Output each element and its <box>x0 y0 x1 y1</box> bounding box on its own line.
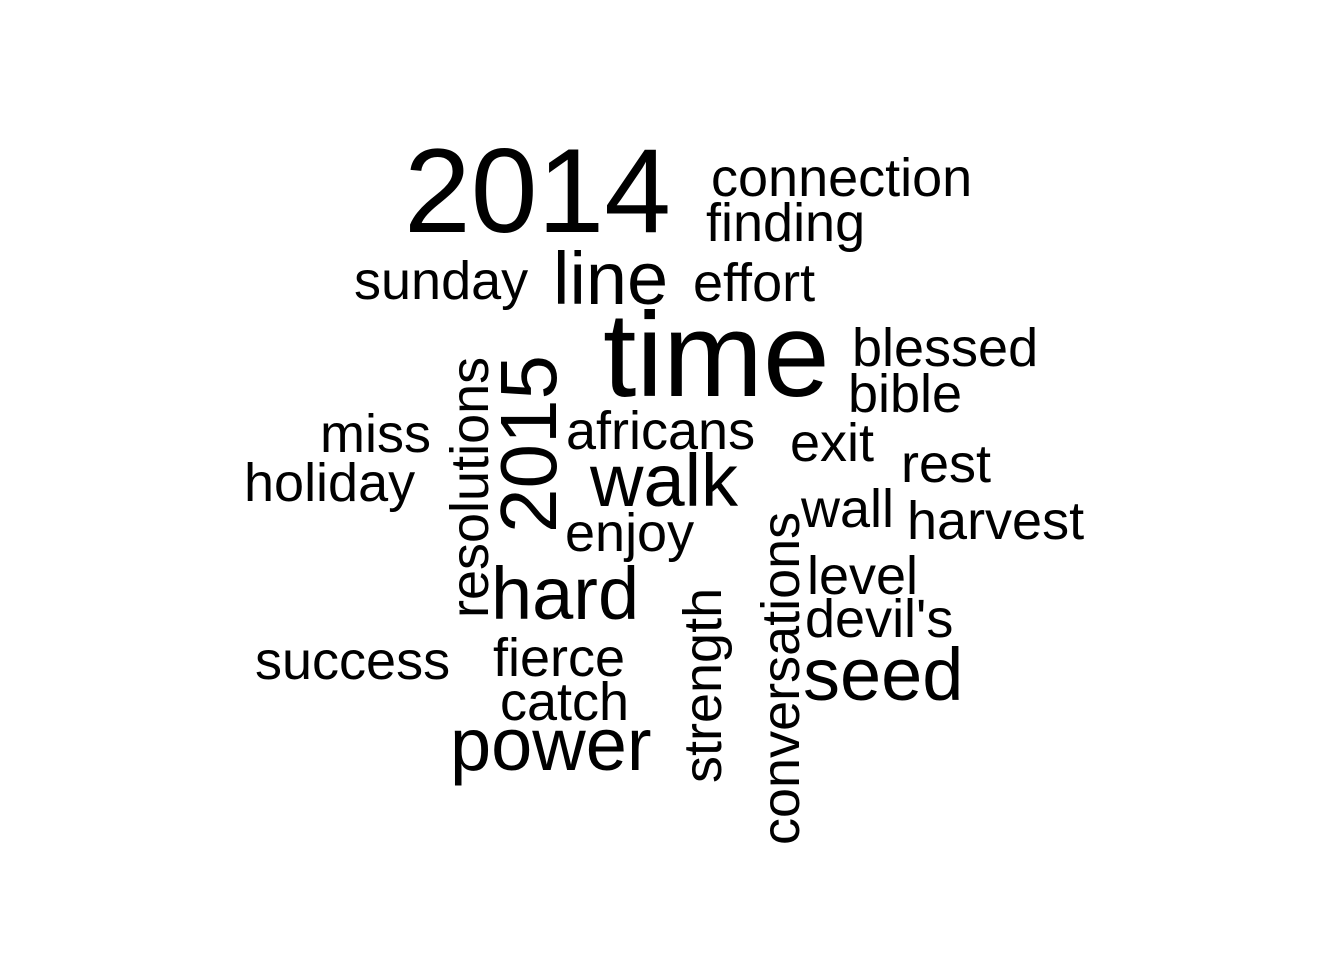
word-connection: connection <box>711 148 972 208</box>
word-level: level <box>807 546 918 606</box>
word-success: success <box>255 631 450 691</box>
word-power: power <box>450 703 652 786</box>
word-wall: wall <box>800 479 894 539</box>
word-2015: 2015 <box>484 355 573 533</box>
word-devils: devil's <box>805 589 953 649</box>
word-miss: miss <box>320 404 431 464</box>
word-rest: rest <box>901 434 991 494</box>
word-catch: catch <box>500 672 629 732</box>
word-2014: 2014 <box>404 124 671 258</box>
word-enjoy: enjoy <box>565 503 694 563</box>
word-strength: strength <box>673 588 733 783</box>
word-harvest: harvest <box>907 491 1084 551</box>
word-resolutions: resolutions <box>440 357 500 618</box>
word-holiday: holiday <box>244 453 415 513</box>
word-blessed: blessed <box>852 318 1038 378</box>
word-hard: hard <box>491 552 639 635</box>
word-walk: walk <box>589 439 739 522</box>
word-finding: finding <box>706 193 865 253</box>
word-africans: africans <box>566 401 755 461</box>
word-fierce: fierce <box>493 628 625 688</box>
word-effort: effort <box>693 253 815 313</box>
word-line: line <box>553 237 668 320</box>
word-time: time <box>603 288 830 422</box>
word-bible: bible <box>848 364 962 424</box>
word-conversations: conversations <box>751 512 811 845</box>
word-exit: exit <box>790 413 874 473</box>
word-seed: seed <box>803 633 963 716</box>
word-sunday: sunday <box>354 251 528 311</box>
